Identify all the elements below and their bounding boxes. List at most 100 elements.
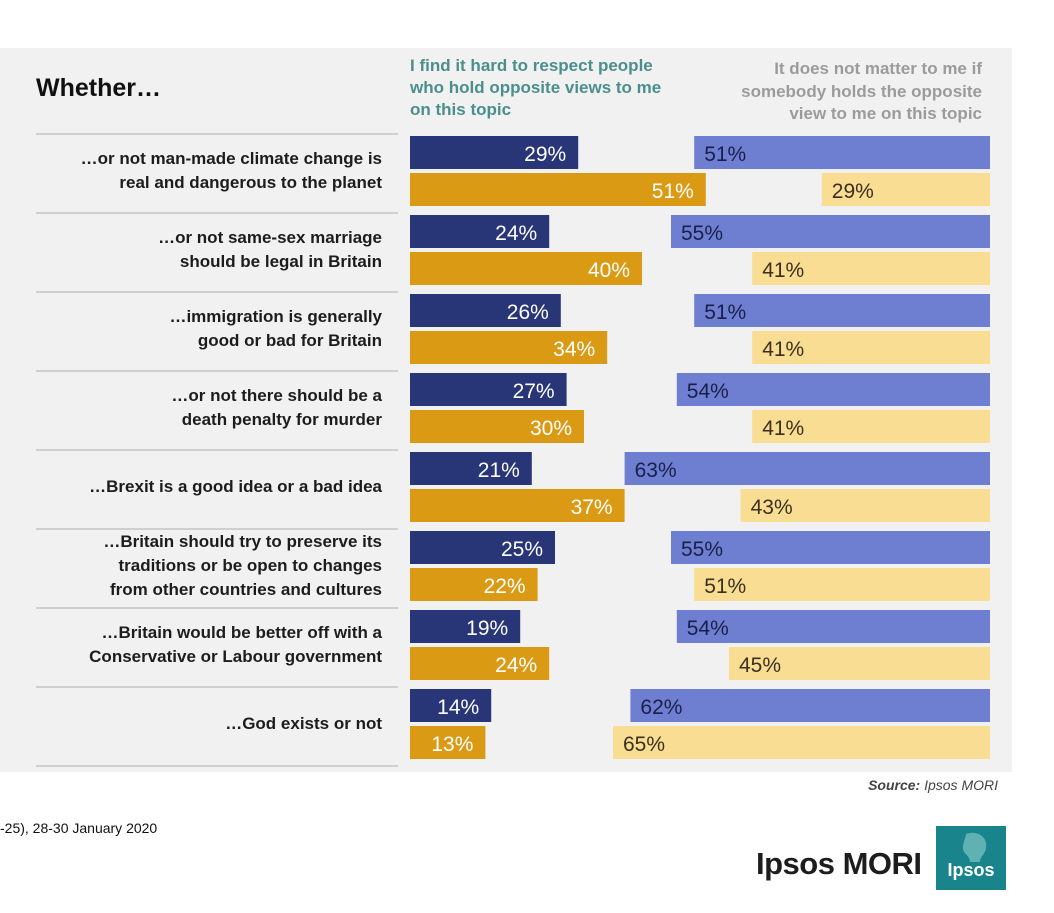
- value-label-does-not-matter-alt-2: 41%: [762, 259, 804, 282]
- value-label-hard-to-respect-6: 25%: [501, 538, 543, 561]
- row-separator: [36, 686, 398, 688]
- bar-does-not-matter-alt-4: [752, 410, 990, 443]
- value-label-does-not-matter-1: 51%: [704, 143, 746, 166]
- bar-does-not-matter-alt-8: [613, 726, 990, 759]
- value-label-does-not-matter-7: 54%: [687, 617, 729, 640]
- row-label-5: …Brexit is a good idea or a bad idea: [30, 475, 382, 499]
- row-label-line: Conservative or Labour government: [89, 647, 382, 666]
- value-label-hard-to-respect-alt-1: 51%: [652, 180, 694, 203]
- row-separator: [36, 765, 398, 767]
- bar-does-not-matter-6: [671, 531, 990, 564]
- bar-does-not-matter-7: [676, 610, 990, 643]
- bar-does-not-matter-5: [624, 452, 990, 485]
- value-label-does-not-matter-6: 55%: [681, 538, 723, 561]
- bar-hard-to-respect-alt-2: [410, 252, 642, 285]
- row-label-line: …or not same-sex marriage: [158, 228, 382, 247]
- bar-hard-to-respect-alt-4: [410, 410, 584, 443]
- row-separator: [36, 291, 398, 293]
- value-label-does-not-matter-3: 51%: [704, 301, 746, 324]
- source-label: Source:: [868, 777, 921, 793]
- value-label-does-not-matter-alt-5: 43%: [751, 496, 793, 519]
- value-label-hard-to-respect-4: 27%: [513, 380, 555, 403]
- row-separator: [36, 528, 398, 530]
- right-column-header: It does not matter to me if somebody hol…: [690, 58, 982, 126]
- row-separator: [36, 212, 398, 214]
- row-separator: [36, 607, 398, 609]
- value-label-hard-to-respect-alt-8: 13%: [431, 733, 473, 756]
- bar-does-not-matter-alt-7: [729, 647, 990, 680]
- row-label-line: …God exists or not: [225, 714, 382, 733]
- footnote: -25), 28-30 January 2020: [0, 820, 158, 836]
- brand-name: Ipsos MORI: [756, 846, 922, 881]
- value-label-does-not-matter-alt-6: 51%: [704, 575, 746, 598]
- bar-hard-to-respect-alt-5: [410, 489, 625, 522]
- value-label-does-not-matter-8: 62%: [640, 696, 682, 719]
- value-label-hard-to-respect-alt-7: 24%: [495, 654, 537, 677]
- row-label-2: …or not same-sex marriage should be legal…: [30, 226, 382, 274]
- source-name: Ipsos MORI: [924, 777, 998, 793]
- bar-hard-to-respect-8: [410, 689, 492, 722]
- right-header-line: view to me on this topic: [789, 104, 982, 123]
- row-label-line: …Britain would be better off with a: [101, 623, 383, 642]
- bar-hard-to-respect-6: [410, 531, 555, 564]
- row-label-3: …immigration is generally good or bad for…: [30, 305, 382, 353]
- row-label-line: …Brexit is a good idea or a bad idea: [89, 477, 382, 496]
- row-label-8: …God exists or not: [30, 712, 382, 736]
- row-label-line: …or not there should be a: [171, 386, 382, 405]
- ipsos-logo-icon: [936, 826, 1006, 890]
- row-label-line: from other countries and cultures: [109, 580, 382, 599]
- value-label-hard-to-respect-alt-4: 30%: [530, 417, 572, 440]
- right-header-line: somebody holds the opposite: [741, 81, 982, 101]
- bar-hard-to-respect-alt-1: [410, 173, 706, 206]
- bar-hard-to-respect-2: [410, 215, 550, 248]
- value-label-hard-to-respect-7: 19%: [466, 617, 508, 640]
- bar-does-not-matter-alt-2: [752, 252, 990, 285]
- value-label-hard-to-respect-1: 29%: [524, 143, 566, 166]
- row-label-line: real and dangerous to the planet: [119, 173, 382, 192]
- row-separator: [36, 370, 398, 372]
- bar-hard-to-respect-alt-8: [410, 726, 486, 759]
- bar-hard-to-respect-alt-6: [410, 568, 538, 601]
- row-label-line: …Britain should try to preserve its: [103, 532, 382, 551]
- bar-hard-to-respect-4: [410, 373, 567, 406]
- bar-hard-to-respect-alt-3: [410, 331, 608, 364]
- value-label-does-not-matter-alt-7: 45%: [739, 654, 781, 677]
- bar-does-not-matter-4: [676, 373, 990, 406]
- bar-does-not-matter-1: [694, 136, 990, 169]
- bar-hard-to-respect-alt-7: [410, 647, 550, 680]
- value-label-does-not-matter-5: 63%: [635, 459, 677, 482]
- value-label-does-not-matter-alt-3: 41%: [762, 338, 804, 361]
- value-label-hard-to-respect-2: 24%: [495, 222, 537, 245]
- value-label-hard-to-respect-5: 21%: [478, 459, 520, 482]
- bar-hard-to-respect-5: [410, 452, 532, 485]
- bar-does-not-matter-2: [671, 215, 990, 248]
- value-label-does-not-matter-4: 54%: [687, 380, 729, 403]
- bar-does-not-matter-8: [630, 689, 990, 722]
- header-divider: [36, 133, 398, 135]
- bar-does-not-matter-alt-5: [740, 489, 990, 522]
- row-separator: [36, 449, 398, 451]
- row-label-line: death penalty for murder: [181, 410, 382, 429]
- logo-text: Ipsos: [947, 860, 995, 880]
- bar-does-not-matter-3: [694, 294, 990, 327]
- row-label-line: should be legal in Britain: [179, 252, 382, 271]
- row-label-1: …or not man-made climate change is real a…: [30, 147, 382, 195]
- source-note: Source: Ipsos MORI: [868, 777, 998, 793]
- bar-hard-to-respect-3: [410, 294, 561, 327]
- bar-does-not-matter-alt-1: [821, 173, 990, 206]
- bar-does-not-matter-alt-6: [694, 568, 990, 601]
- value-label-hard-to-respect-alt-5: 37%: [571, 496, 613, 519]
- value-label-does-not-matter-alt-4: 41%: [762, 417, 804, 440]
- value-label-hard-to-respect-8: 14%: [437, 696, 479, 719]
- row-label-4: …or not there should be a death penalty f…: [30, 384, 382, 432]
- value-label-does-not-matter-alt-8: 65%: [623, 733, 665, 756]
- value-label-hard-to-respect-alt-6: 22%: [484, 575, 526, 598]
- value-label-hard-to-respect-alt-3: 34%: [553, 338, 595, 361]
- row-label-line: good or bad for Britain: [197, 331, 382, 350]
- row-label-line: traditions or be open to changes: [118, 556, 382, 575]
- row-label-6: …Britain should try to preserve its tradi…: [30, 530, 382, 602]
- bar-hard-to-respect-7: [410, 610, 521, 643]
- row-label-7: …Britain would be better off with a Conse…: [30, 621, 382, 669]
- row-label-line: …or not man-made climate change is: [80, 149, 382, 168]
